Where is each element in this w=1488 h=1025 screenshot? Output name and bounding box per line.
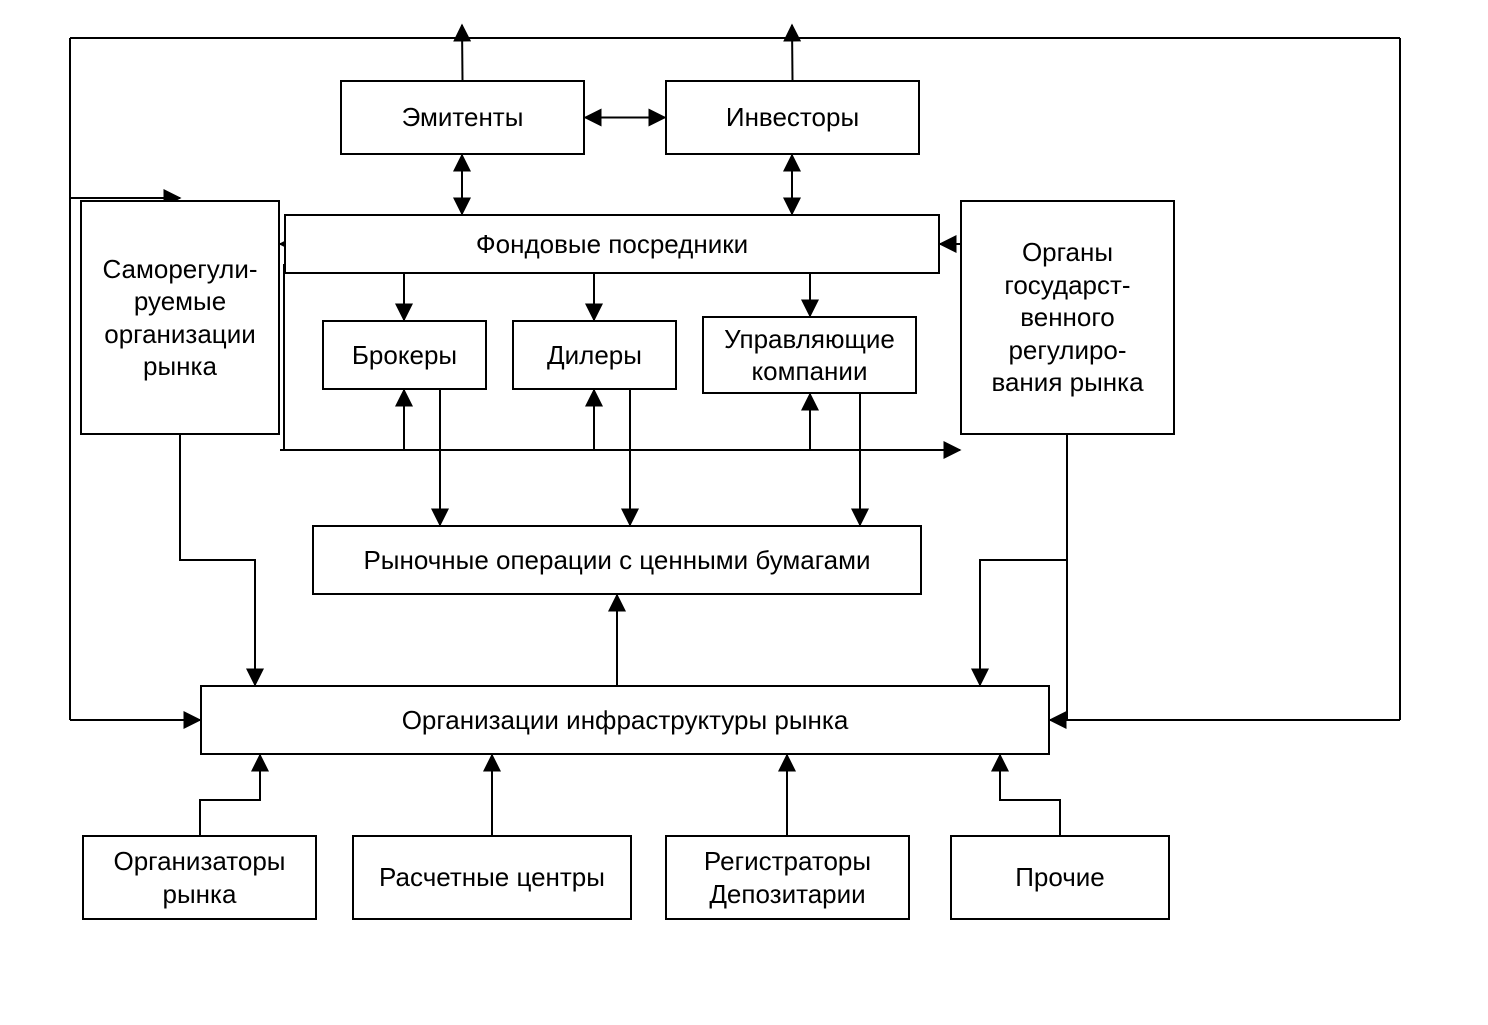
node-managers: Управляющиекомпании xyxy=(702,316,917,394)
node-self_reg: Саморегули-руемыеорганизациирынка xyxy=(80,200,280,435)
node-investors: Инвесторы xyxy=(665,80,920,155)
node-settlement: Расчетные центры xyxy=(352,835,632,920)
node-regulators: Органыгосударст-венногорегулиро-вания ры… xyxy=(960,200,1175,435)
node-emitters: Эмитенты xyxy=(340,80,585,155)
edge xyxy=(180,435,255,685)
edge xyxy=(980,435,1067,685)
edge xyxy=(200,755,260,835)
node-dealers: Дилеры xyxy=(512,320,677,390)
diagram-canvas: Эмитенты Инвесторы Фондовые посредникиСамо… xyxy=(0,0,1488,1025)
node-brokers: Брокеры xyxy=(322,320,487,390)
edge xyxy=(462,25,463,80)
node-intermediaries: Фондовые посредники xyxy=(284,214,940,274)
node-organizers: Организаторырынка xyxy=(82,835,317,920)
node-market_ops: Рыночные операции с ценными бумагами xyxy=(312,525,922,595)
edge xyxy=(792,25,793,80)
edge xyxy=(1000,755,1060,835)
node-other: Прочие xyxy=(950,835,1170,920)
node-registrars: РегистраторыДепозитарии xyxy=(665,835,910,920)
node-infra: Организации инфраструктуры рынка xyxy=(200,685,1050,755)
